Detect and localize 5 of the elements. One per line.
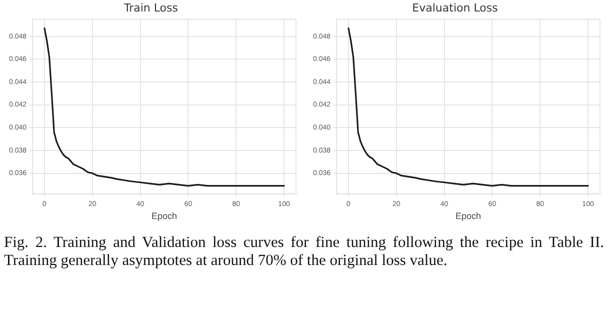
chart-title: Evaluation Loss <box>412 1 498 14</box>
caption: Fig. 2. Training and Validation loss curves for fine tuning following the recipe in Table II. Training generally asymptotes at around 70% of the original loss value. <box>4 234 604 270</box>
x-axis-title: Epoch <box>151 211 178 222</box>
chart-title: Train Loss <box>122 1 178 14</box>
x-axis-title: Epoch <box>455 211 482 222</box>
